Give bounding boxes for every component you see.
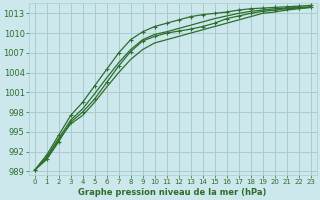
X-axis label: Graphe pression niveau de la mer (hPa): Graphe pression niveau de la mer (hPa)	[78, 188, 267, 197]
